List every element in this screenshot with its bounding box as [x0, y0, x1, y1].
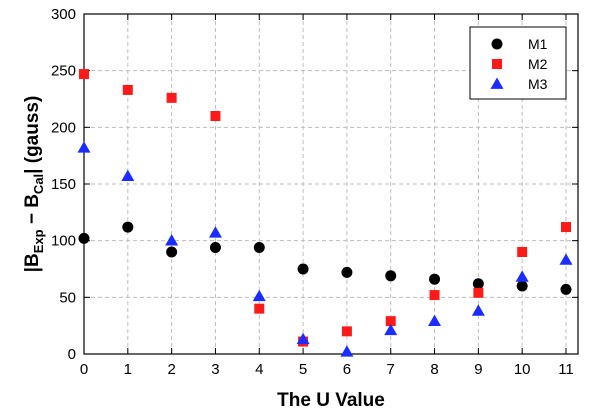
legend-label: M3 — [528, 76, 548, 92]
x-tick-label: 8 — [430, 361, 438, 378]
point-m3 — [515, 270, 529, 282]
x-tick-label: 9 — [474, 361, 482, 378]
point-m2 — [561, 222, 571, 233]
point-m1 — [78, 232, 90, 244]
point-m3 — [428, 314, 442, 327]
point-m2 — [254, 303, 265, 314]
point-m3 — [165, 234, 179, 246]
y-axis-label-part: − B — [22, 194, 43, 229]
point-m1 — [253, 241, 265, 253]
y-axis-label-part: | (gauss) — [22, 96, 43, 174]
point-m1 — [516, 280, 528, 292]
point-m2 — [429, 290, 440, 301]
x-axis-label: The U Value — [277, 390, 385, 411]
x-tick-label: 3 — [211, 361, 219, 378]
point-m2 — [385, 316, 396, 327]
point-m1 — [297, 263, 309, 275]
point-m1 — [385, 270, 397, 282]
point-m2 — [79, 69, 89, 80]
point-m3 — [559, 253, 573, 265]
legend-marker-m2 — [492, 59, 502, 69]
point-m3 — [252, 289, 266, 302]
point-m3 — [340, 345, 354, 357]
x-tick-label: 2 — [167, 361, 175, 378]
x-tick-label: 10 — [514, 361, 531, 378]
x-tick-label: 7 — [387, 361, 395, 378]
legend-label: M1 — [528, 36, 548, 52]
data-points — [77, 69, 573, 357]
point-m2 — [517, 247, 528, 257]
point-m1 — [560, 283, 572, 295]
x-tick-label: 6 — [343, 361, 351, 378]
y-tick-label: 150 — [51, 176, 76, 193]
point-m3 — [121, 169, 135, 181]
legend: M1 M2 M3 — [469, 26, 567, 100]
point-m2 — [210, 111, 221, 121]
y-axis-label-subscript: Cal — [31, 174, 46, 194]
point-m2 — [473, 287, 484, 298]
y-tick-label: 250 — [51, 63, 76, 80]
x-tick-label: 5 — [299, 361, 307, 378]
y-tick-label: 200 — [51, 119, 76, 136]
point-m1 — [166, 246, 178, 258]
y-tick-label: 300 — [51, 6, 76, 23]
x-tick-label: 11 — [558, 361, 574, 378]
y-axis-label: |BExp − BCal| (gauss) — [22, 96, 46, 273]
y-tick-label: 50 — [59, 289, 76, 306]
point-m3 — [471, 304, 485, 316]
y-tick-label: 0 — [68, 346, 76, 363]
legend-marker-m3 — [490, 77, 504, 89]
point-m2 — [341, 326, 352, 337]
point-m2 — [122, 84, 133, 95]
legend-marker-m1 — [491, 38, 503, 50]
axis-ticks: 0 1 2 3 4 5 6 7 8 9 10 11 0 50 100 150 200 250 300 — [51, 6, 578, 378]
x-tick-label: 1 — [124, 361, 132, 378]
x-tick-label: 0 — [80, 361, 88, 378]
point-m3 — [208, 226, 222, 238]
point-m1 — [341, 266, 353, 278]
point-m1 — [429, 273, 441, 285]
y-tick-label: 100 — [51, 233, 76, 250]
x-tick-label: 4 — [255, 361, 263, 378]
point-m1 — [472, 278, 484, 290]
y-axis-label-part: |B — [22, 253, 43, 272]
point-m3 — [384, 323, 398, 336]
point-m3 — [77, 141, 91, 153]
point-m1 — [209, 241, 221, 253]
point-m2 — [166, 92, 177, 103]
legend-box — [469, 26, 567, 100]
legend-label: M2 — [528, 56, 548, 72]
point-m3 — [296, 332, 310, 345]
point-m1 — [122, 221, 134, 233]
y-axis-label-subscript: Exp — [31, 229, 46, 253]
